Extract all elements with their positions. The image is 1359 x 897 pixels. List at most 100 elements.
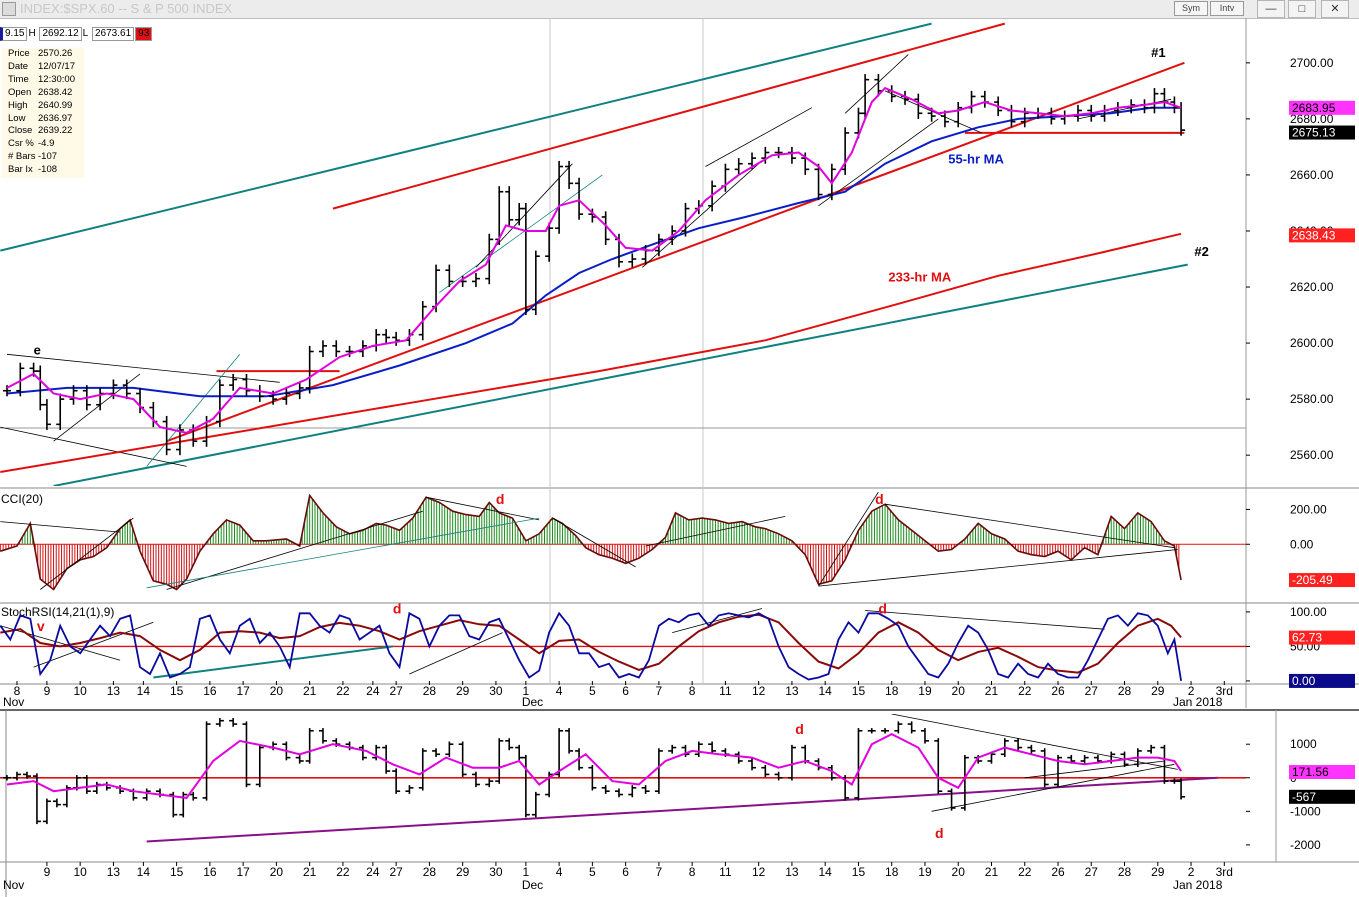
cci-annotation: d — [496, 491, 505, 507]
y-tick-label: 200.00 — [1290, 502, 1327, 516]
value-tag-box — [1289, 100, 1355, 115]
x-tick-label: 26 — [1051, 684, 1065, 698]
trend-line — [6, 353, 280, 383]
bottom-bar — [654, 748, 663, 794]
cci-trend-line — [0, 521, 121, 533]
x-tick-label: 22 — [336, 865, 350, 879]
price-bar — [215, 379, 224, 428]
x-tick-label: 29 — [1151, 684, 1165, 698]
bottom-bar — [358, 744, 367, 761]
x-tick-label: 29 — [1151, 865, 1165, 879]
bottom-bar — [774, 771, 783, 781]
price-bar — [1060, 110, 1069, 125]
price-bar — [122, 379, 131, 400]
x-tick-label: 20 — [270, 684, 284, 698]
trend-line — [884, 90, 982, 134]
x-tick-label: 2 — [1188, 684, 1195, 698]
channel-line — [0, 22, 932, 252]
price-bar — [787, 146, 796, 164]
stochrsi-plot — [0, 608, 1246, 682]
app-icon — [2, 2, 16, 16]
price-bar — [229, 373, 238, 391]
x-tick-label: 21 — [303, 684, 317, 698]
value-tag: 0.00 — [1292, 674, 1316, 688]
info-row: Open 2638.42 — [2, 87, 84, 100]
price-bar — [1150, 88, 1159, 114]
price-bar — [761, 146, 770, 164]
bottom-bar — [748, 758, 757, 771]
cci-trend-line — [885, 503, 1175, 549]
price-bar — [445, 264, 454, 288]
bottom-bar — [318, 728, 327, 744]
x-tick-label: 2 — [1188, 865, 1195, 879]
x-tick-label: 13 — [785, 865, 799, 879]
y-tick-label: 2580.00 — [1290, 392, 1334, 406]
bottom-bar — [668, 744, 677, 754]
x-tick-label: 13 — [785, 684, 799, 698]
bottom-bar — [179, 791, 188, 818]
x-tick-label: 27 — [1085, 684, 1099, 698]
price-bar — [162, 415, 171, 456]
bottom-bar — [1027, 744, 1036, 754]
x-tick-label: 20 — [270, 865, 284, 879]
sym-button[interactable]: Sym — [1174, 1, 1208, 16]
x-tick-label: 28 — [423, 684, 437, 698]
price-bar — [555, 160, 564, 234]
x-tick-label: 30 — [489, 865, 503, 879]
bottom-bar — [405, 785, 414, 794]
x-tick-label: 11 — [719, 865, 732, 879]
cci-trend-line — [40, 517, 134, 590]
x-tick-label: 27 — [389, 865, 403, 879]
price-bar — [980, 90, 989, 108]
x-tick-label: 18 — [885, 865, 899, 879]
bottom-bar — [881, 728, 890, 734]
bottom-purple-line — [146, 776, 1218, 843]
x-tick-label: 14 — [819, 865, 833, 879]
x-month-label: Nov — [3, 878, 24, 892]
x-tick-label: 29 — [456, 865, 470, 879]
x-tick-label: 21 — [985, 684, 999, 698]
trend-line — [475, 163, 573, 268]
info-row: Price 2570.26 — [2, 48, 84, 61]
price-bar — [545, 222, 554, 262]
price-plot — [0, 22, 1188, 486]
ma-fast-line — [6, 86, 1182, 434]
price-bar — [332, 340, 341, 358]
maximize-icon[interactable]: □ — [1288, 0, 1316, 18]
bottom-bar — [432, 748, 441, 757]
bottom-bar — [295, 754, 304, 764]
close-icon[interactable]: ✕ — [1321, 0, 1349, 18]
x-tick-label: 17 — [236, 684, 250, 698]
price-bar — [1160, 88, 1169, 108]
info-key: Close — [8, 125, 33, 137]
price-bar — [242, 373, 251, 397]
price-bar — [505, 186, 514, 226]
value-tag-box — [1289, 125, 1355, 140]
bottom-bar — [202, 721, 211, 801]
quote-low: 2673.61 — [91, 27, 135, 41]
bottom-bar — [458, 741, 467, 778]
value-tag: -205.49 — [1292, 573, 1333, 587]
bottom-bar — [1177, 778, 1186, 800]
x-tick-label: 15 — [852, 865, 866, 879]
price-bar — [861, 74, 870, 119]
price-bar — [601, 211, 610, 245]
bottom-bar — [505, 738, 514, 751]
price-bar — [1007, 104, 1016, 128]
info-row: Close 2639.22 — [2, 125, 84, 138]
x-tick-label: 24 — [366, 865, 380, 879]
intv-button[interactable]: Intv — [1210, 1, 1244, 16]
x-tick-label: 4 — [556, 865, 563, 879]
minimize-icon[interactable]: — — [1257, 0, 1285, 18]
cci-trend-line — [426, 496, 540, 521]
ma-233-line — [0, 232, 1182, 473]
bottom-bar — [3, 775, 11, 781]
bottom-bar — [708, 741, 717, 754]
x-tick-label: 22 — [1018, 865, 1032, 879]
bottom-annotation: d — [935, 825, 944, 841]
value-tag-box — [1289, 630, 1355, 645]
price-bar — [628, 253, 637, 268]
bottom-bar — [471, 771, 480, 788]
price-bar — [614, 233, 623, 268]
